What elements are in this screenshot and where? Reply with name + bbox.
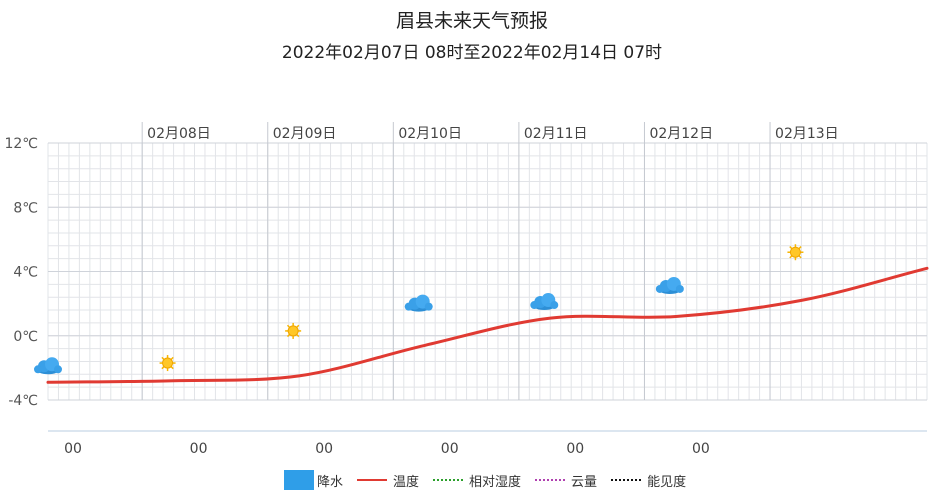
y-tick-label: 0℃ [13, 329, 38, 345]
y-tick-label: 8℃ [13, 200, 38, 216]
hour-label: 00 [190, 441, 208, 457]
sun-ray [798, 246, 802, 250]
legend-swatch [611, 479, 642, 481]
cloud-puff [34, 365, 42, 374]
rain-cloud-icon [34, 357, 62, 375]
temperature-chart: 12℃ 8℃ 4℃ 0℃ -4℃ 02月08日 02月09日 02月10日 02月11日 02月1… [4, 122, 929, 457]
sun-ray [161, 366, 165, 370]
legend-item[interactable]: 云量 [535, 471, 597, 490]
legend-label: 能见度 [647, 474, 687, 490]
hour-label: 00 [441, 441, 459, 457]
sun-icon [285, 322, 302, 339]
date-label: 02月08日 [147, 126, 211, 142]
hour-label: 00 [64, 441, 82, 457]
date-label: 02月13日 [775, 126, 839, 142]
chart-subtitle: 2022年02月07日 08时至2022年02月14日 07时 [281, 43, 663, 63]
sun-ray [296, 333, 300, 338]
date-label: 02月11日 [524, 126, 588, 142]
sun-disc [162, 357, 174, 369]
date-label: 02月10日 [398, 126, 462, 142]
cloud-puff [530, 301, 539, 310]
y-tick-label: 4℃ [13, 265, 38, 281]
sun-icon [787, 244, 804, 261]
cloud-puff [54, 365, 62, 374]
cloud-puff [424, 302, 433, 311]
legend-item[interactable]: 能见度 [611, 471, 686, 490]
legend-item[interactable]: 相对湿度 [433, 471, 521, 490]
legend-label: 温度 [393, 474, 420, 490]
y-tick-label: 12℃ [4, 136, 38, 152]
cloud-puff [404, 302, 413, 311]
rain-cloud-icon [404, 294, 433, 312]
cloud-puff [655, 284, 664, 293]
legend-item[interactable]: 温度 [357, 471, 419, 490]
sun-disc [287, 325, 299, 337]
cloud-puff [550, 301, 559, 310]
legend-item[interactable]: 降水 [284, 470, 343, 490]
sun-ray [170, 366, 174, 370]
sun-disc [789, 246, 801, 258]
temperature-line [46, 266, 929, 384]
hour-label: 00 [566, 441, 584, 457]
hour-label: 00 [315, 441, 333, 457]
rain-cloud-icon [530, 293, 559, 311]
legend-swatch [535, 479, 566, 481]
grid [47, 142, 928, 401]
cloud-puff [675, 284, 684, 293]
legend-swatch [357, 479, 388, 481]
legend-label: 降水 [317, 474, 344, 490]
date-label: 02月09日 [273, 126, 337, 142]
sun-icon [159, 355, 176, 372]
legend-swatch [433, 479, 464, 481]
chart-legend: 降水 温度 相对湿度 云量 能见度 [284, 470, 700, 490]
date-label: 02月12日 [649, 126, 713, 142]
legend-swatch [284, 470, 314, 490]
y-tick-label: -4℃ [8, 393, 38, 409]
chart-title: 眉县未来天气预报 [395, 10, 548, 32]
legend-label: 相对湿度 [469, 474, 522, 490]
legend-label: 云量 [571, 474, 598, 490]
hour-label: 00 [692, 441, 710, 457]
sun-ray [789, 246, 793, 250]
rain-cloud-icon [655, 276, 684, 294]
